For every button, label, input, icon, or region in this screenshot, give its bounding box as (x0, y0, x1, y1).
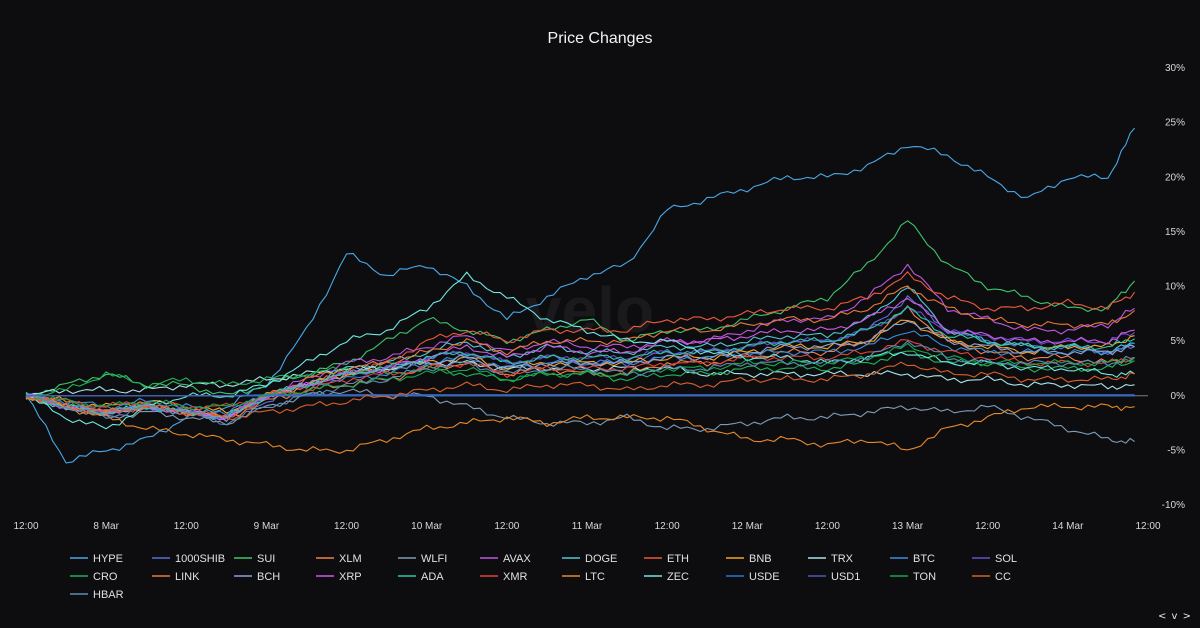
legend-label: TON (913, 571, 936, 583)
series-line-ltc (25, 396, 1135, 454)
legend-label: CRO (93, 571, 118, 583)
y-tick-label: -10% (1162, 500, 1185, 511)
y-tick-label: 5% (1171, 336, 1186, 347)
legend-label: ZEC (667, 571, 689, 583)
legend-item-usde[interactable]: USDE (726, 571, 780, 583)
x-tick-label: 12:00 (1135, 521, 1160, 532)
series-line-ton (25, 342, 1135, 411)
x-tick-label: 12:00 (815, 521, 840, 532)
legend-label: XMR (503, 571, 528, 583)
legend-label: WLFI (421, 553, 447, 565)
y-tick-label: 10% (1165, 282, 1185, 293)
series-line-bnb (25, 319, 1135, 414)
legend-item-ton[interactable]: TON (890, 571, 936, 583)
legend-label: TRX (831, 553, 854, 565)
legend-item-bnb[interactable]: BNB (726, 553, 772, 565)
legend-item-avax[interactable]: AVAX (480, 553, 531, 565)
legend-item-sol[interactable]: SOL (972, 553, 1017, 565)
series-line-cc (25, 361, 1135, 421)
legend-label: HBAR (93, 589, 124, 601)
legend-label: HYPE (93, 553, 123, 565)
legend-label: XRP (339, 571, 362, 583)
x-tick-label: 11 Mar (572, 521, 603, 532)
x-tick-label: 12:00 (13, 521, 38, 532)
legend-item-hbar[interactable]: HBAR (70, 589, 124, 601)
legend-label: AVAX (503, 553, 531, 565)
series-line-zec (25, 271, 1135, 430)
legend-item-xlm[interactable]: XLM (316, 553, 362, 565)
legend-label: ETH (667, 553, 689, 565)
x-tick-label: 12:00 (174, 521, 199, 532)
x-tick-label: 12 Mar (732, 521, 764, 532)
legend-item-bch[interactable]: BCH (234, 571, 280, 583)
x-tick-label: 14 Mar (1052, 521, 1084, 532)
x-tick-label: 12:00 (494, 521, 519, 532)
series-line-wlfi (25, 388, 1135, 444)
legend-item-cro[interactable]: CRO (70, 571, 118, 583)
legend-label: USDE (749, 571, 780, 583)
legend-label: ADA (421, 571, 444, 583)
legend-item-xmr[interactable]: XMR (480, 571, 528, 583)
legend-item-1000shib[interactable]: 1000SHIB (152, 553, 225, 565)
y-tick-label: 25% (1165, 118, 1185, 129)
y-axis-ticks: -10% -5% 0% 5% 10% 15% 20% 25% 30% (1162, 63, 1185, 511)
x-tick-label: 12:00 (975, 521, 1000, 532)
x-tick-label: 12:00 (334, 521, 359, 532)
legend-label: DOGE (585, 553, 617, 565)
series-line-hbar (25, 340, 1135, 426)
y-tick-label: -5% (1167, 445, 1185, 456)
legend-item-wlfi[interactable]: WLFI (398, 553, 447, 565)
legend-item-hype[interactable]: HYPE (70, 553, 123, 565)
legend-label: CC (995, 571, 1011, 583)
legend-item-ltc[interactable]: LTC (562, 571, 605, 583)
series-line-link (25, 285, 1135, 418)
y-tick-label: 30% (1165, 63, 1185, 74)
x-tick-label: 12:00 (655, 521, 680, 532)
legend-item-cc[interactable]: CC (972, 571, 1011, 583)
legend-item-doge[interactable]: DOGE (562, 553, 617, 565)
series-line-cro (25, 350, 1135, 399)
y-tick-label: 15% (1165, 227, 1185, 238)
legend-label: BTC (913, 553, 935, 565)
legend-label: USD1 (831, 571, 860, 583)
legend-item-trx[interactable]: TRX (808, 553, 854, 565)
legend-label: XLM (339, 553, 362, 565)
legend-label: SOL (995, 553, 1017, 565)
x-tick-label: 8 Mar (93, 521, 119, 532)
legend-item-ada[interactable]: ADA (398, 571, 444, 583)
series-line-sui (25, 220, 1136, 396)
series-layer (25, 127, 1136, 464)
legend-label: LINK (175, 571, 200, 583)
chart-title: Price Changes (548, 30, 653, 47)
legend-label: BNB (749, 553, 772, 565)
y-tick-label: 20% (1165, 172, 1185, 183)
x-tick-label: 13 Mar (892, 521, 924, 532)
series-line-ada (25, 306, 1135, 419)
legend-item-link[interactable]: LINK (152, 571, 200, 583)
legend-label: SUI (257, 553, 275, 565)
nav-arrows[interactable]: < v > (1157, 611, 1192, 622)
x-tick-label: 9 Mar (254, 521, 280, 532)
series-line-usd1 (26, 394, 1135, 397)
legend[interactable]: HYPE 1000SHIB SUI XLM WLFI AVAX DOGE ETH BNB TRX B… (70, 553, 1017, 601)
x-axis-ticks: 12:00 8 Mar 12:00 9 Mar 12:00 10 Mar 12:00 11 M… (13, 521, 1160, 532)
legend-item-xrp[interactable]: XRP (316, 571, 362, 583)
legend-item-eth[interactable]: ETH (644, 553, 689, 565)
legend-label: LTC (585, 571, 605, 583)
legend-label: 1000SHIB (175, 553, 225, 565)
x-tick-label: 10 Mar (411, 521, 443, 532)
y-tick-label: 0% (1171, 391, 1186, 402)
legend-item-usd1[interactable]: USD1 (808, 571, 860, 583)
legend-item-sui[interactable]: SUI (234, 553, 275, 565)
legend-label: BCH (257, 571, 280, 583)
legend-item-zec[interactable]: ZEC (644, 571, 689, 583)
legend-item-btc[interactable]: BTC (890, 553, 935, 565)
watermark: velo (526, 274, 654, 346)
